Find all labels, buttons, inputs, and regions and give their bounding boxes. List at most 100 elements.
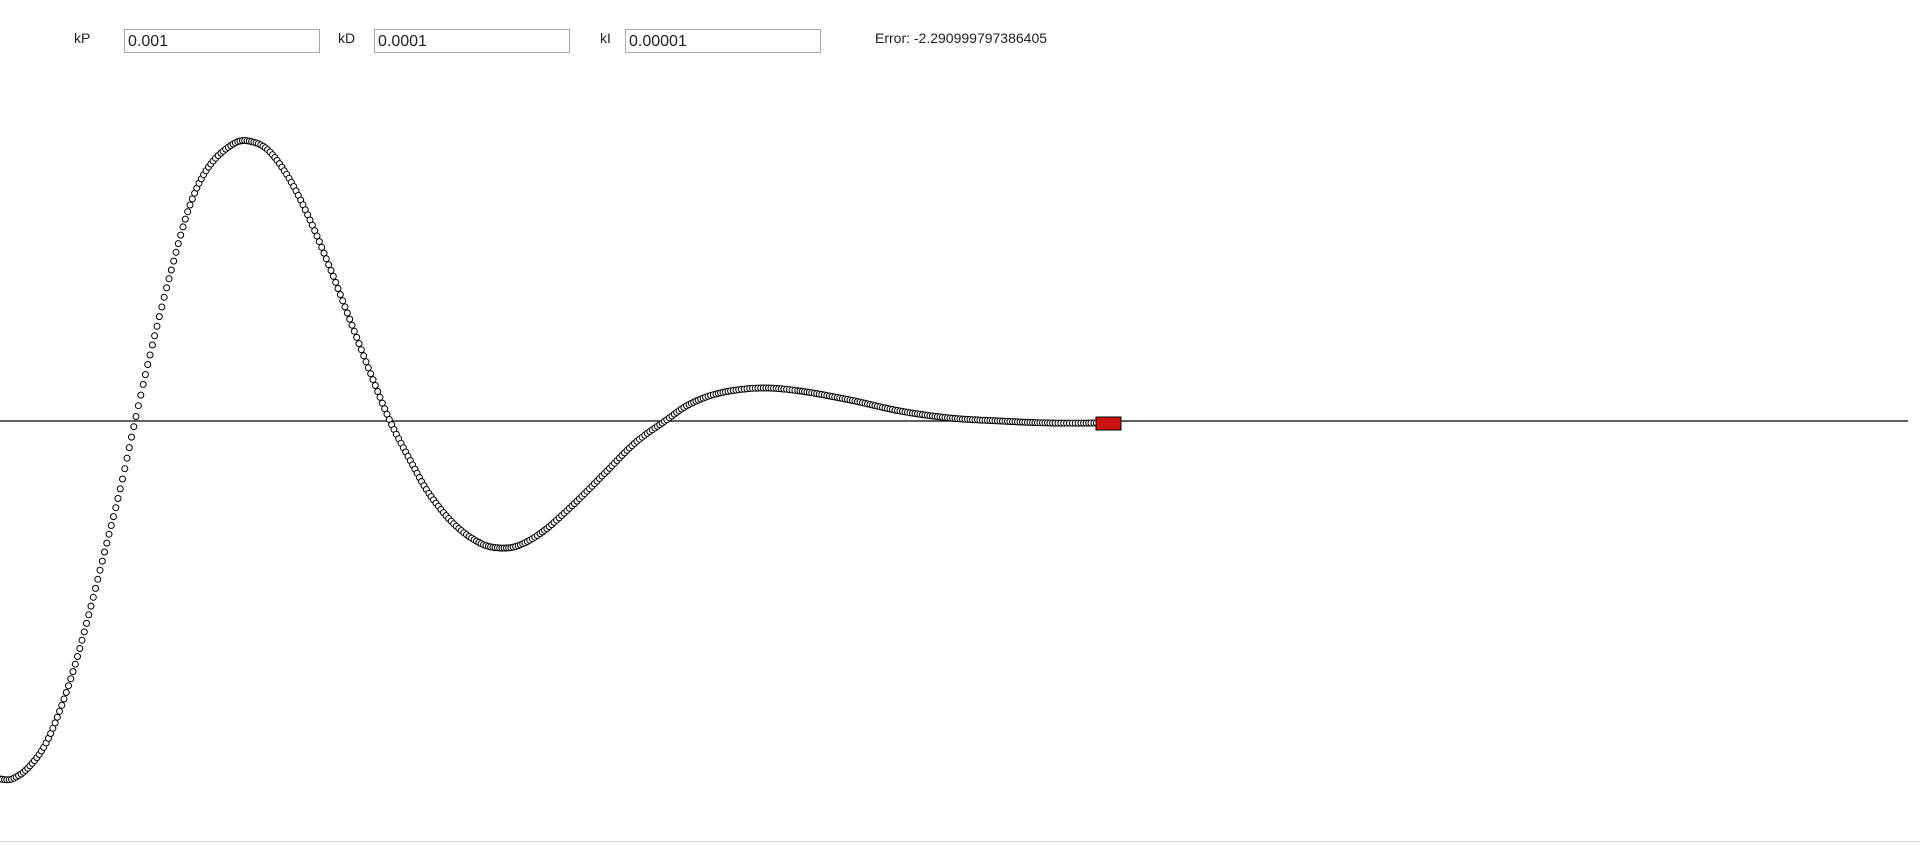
trail-point [132, 413, 140, 420]
trail-point [130, 423, 138, 431]
trail-point [116, 485, 124, 493]
trail-point [322, 255, 330, 263]
trail-point [371, 382, 379, 389]
trail-point [163, 284, 171, 292]
trail-point [105, 530, 113, 538]
kp-input[interactable] [124, 29, 320, 53]
trail-point [181, 215, 189, 223]
trail-point [74, 653, 81, 660]
trail-point [158, 303, 166, 311]
trail-point [107, 522, 115, 529]
trail-point [174, 240, 182, 248]
trail-point [141, 371, 149, 379]
trail-point [374, 388, 382, 395]
trail-point [170, 257, 178, 265]
trail-point [103, 539, 111, 547]
trail-point [121, 465, 129, 473]
trail-point [60, 695, 68, 703]
trail-point [350, 327, 358, 335]
ki-label: kI [600, 30, 611, 46]
trail-point [71, 660, 79, 668]
trail-point [353, 333, 361, 341]
trail-point [98, 557, 106, 565]
trail-point [364, 364, 372, 372]
trail-point [89, 593, 97, 601]
trail-point [336, 291, 344, 299]
trail-point [92, 584, 99, 592]
trail-point [362, 358, 370, 366]
vehicle-marker [1095, 416, 1122, 431]
trail-point [58, 701, 66, 709]
ki-input[interactable] [625, 29, 821, 53]
trail-point [329, 272, 337, 280]
trail-point [315, 238, 323, 246]
trail-point [137, 391, 145, 399]
kd-input[interactable] [374, 29, 570, 53]
error-value: -2.290999797386405 [913, 30, 1048, 46]
error-label: Error: [875, 30, 910, 46]
trail-point [177, 231, 185, 239]
trail-point [360, 352, 368, 360]
trail-point [146, 351, 154, 359]
trail-point [69, 668, 77, 676]
trail-point [144, 361, 152, 368]
trail-point [339, 297, 347, 305]
trail-point [114, 495, 122, 502]
trail-point [123, 454, 131, 462]
trail-point [101, 548, 108, 556]
trail-point [318, 243, 326, 251]
trail-point [78, 636, 86, 644]
trail-point [119, 475, 126, 483]
trail-point [184, 208, 192, 216]
error-readout: Error: -2.290999797386405 [875, 30, 1047, 46]
trail-point [51, 719, 59, 727]
trail-point [151, 332, 159, 340]
trail-point [348, 321, 356, 329]
trail-point [320, 249, 328, 257]
trail-point [56, 707, 63, 715]
trail-point [332, 278, 340, 286]
trail-point [369, 376, 377, 384]
trail-point [96, 566, 104, 574]
trail-point [139, 380, 147, 388]
trail-point [65, 682, 72, 690]
trail-point [313, 232, 321, 240]
trail-point [376, 393, 384, 401]
trail-point [112, 504, 120, 512]
trail-point [378, 399, 386, 407]
trail-point [172, 248, 180, 256]
trail-point [186, 201, 194, 209]
trail-point [167, 266, 175, 274]
trail-point [327, 267, 335, 274]
trail-point [83, 619, 90, 627]
trail-point [128, 433, 135, 441]
divider [0, 841, 1920, 842]
trail-point [367, 370, 375, 378]
trail-point [160, 293, 168, 301]
trail-point [165, 275, 173, 283]
trail-point [76, 645, 84, 652]
trail-point [325, 261, 333, 269]
trajectory-trail [0, 137, 1103, 784]
trail-point [134, 402, 142, 410]
trail-point [53, 713, 61, 721]
kp-label: kP [74, 30, 91, 46]
trail-point [155, 313, 163, 321]
trail-point [85, 611, 93, 619]
trail-point [148, 341, 156, 349]
trail-point [357, 346, 365, 354]
trail-point [125, 444, 133, 452]
trail-point [343, 309, 351, 317]
trail-point [80, 628, 88, 636]
trail-point [87, 602, 95, 610]
trail-point [188, 195, 196, 203]
trail-point [110, 513, 117, 521]
trail-point [94, 575, 102, 583]
trail-point [153, 322, 161, 330]
trail-point [346, 315, 354, 323]
trail-point [67, 675, 75, 683]
trail-point [341, 303, 349, 311]
trail-point [179, 223, 187, 231]
trail-point [62, 689, 70, 696]
